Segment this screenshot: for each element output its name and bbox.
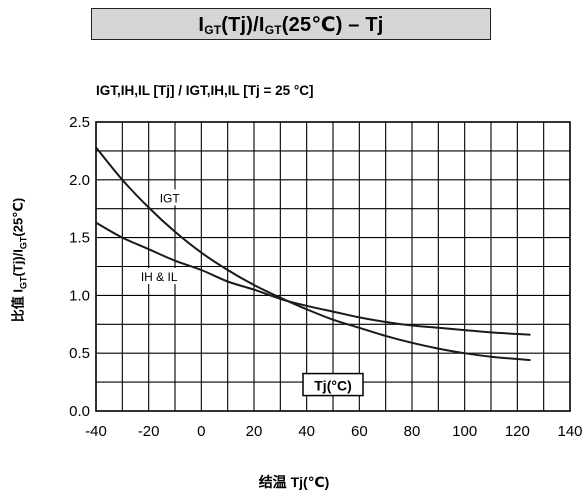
y-tick-label: 0.0 (69, 403, 90, 420)
x-axis-label: 结温 Tj(℃) (258, 474, 330, 490)
plot-border (95, 121, 571, 412)
x-tick-label: 80 (404, 423, 421, 440)
x-tick-label: 120 (505, 423, 530, 440)
y-tick-label: 1.0 (69, 287, 90, 304)
series-label-group: IH & IL (130, 268, 189, 285)
axis-annotation-group: Tj(°C) (302, 372, 364, 397)
data-curves (95, 146, 531, 362)
axis-annotation-text: Tj(°C) (314, 378, 351, 394)
x-tick-label: 140 (557, 423, 582, 440)
x-tick-label: 0 (197, 423, 205, 440)
y-tick-label: 2.0 (69, 172, 90, 189)
grid-lines (96, 122, 570, 411)
plot-frame (95, 121, 571, 412)
annotations: IGT IH & IL Tj(°C) (130, 189, 364, 397)
chart-subtitle: IGT,IH,IL [Tj] / IGT,IH,IL [Tj = 25 °C] (96, 83, 314, 98)
chart-title-box: IGT(Tj)/IGT(25℃) – Tj (91, 8, 491, 40)
y-tick-label: 0.5 (69, 345, 90, 362)
series-label: IGT (160, 191, 181, 205)
y-tick-label: 1.5 (69, 230, 90, 247)
x-tick-label: 40 (298, 423, 315, 440)
x-tick-label: 20 (246, 423, 263, 440)
x-tick-label: -20 (138, 423, 160, 440)
series-label: IH & IL (141, 270, 178, 284)
y-axis-label: 比值 IGT(Tj)/IGT(25℃) (10, 197, 29, 323)
chart-title: IGT(Tj)/IGT(25℃) – Tj (198, 13, 384, 37)
x-tick-label: 100 (452, 423, 477, 440)
x-tick-label: -40 (85, 423, 107, 440)
series-line-igt (95, 146, 531, 362)
series-label-group: IGT (154, 189, 185, 206)
tick-labels: -40 -20 0 20 40 60 80 100 120 140 0.0 0.5 1.0 1.5 2.0 2… (69, 114, 582, 440)
series-label-background (154, 189, 185, 206)
y-tick-label: 2.5 (69, 114, 90, 131)
series-label-background (130, 268, 189, 285)
x-tick-label: 60 (351, 423, 368, 440)
series-line-ih-il (95, 221, 531, 336)
axis-annotation-box (302, 372, 364, 397)
